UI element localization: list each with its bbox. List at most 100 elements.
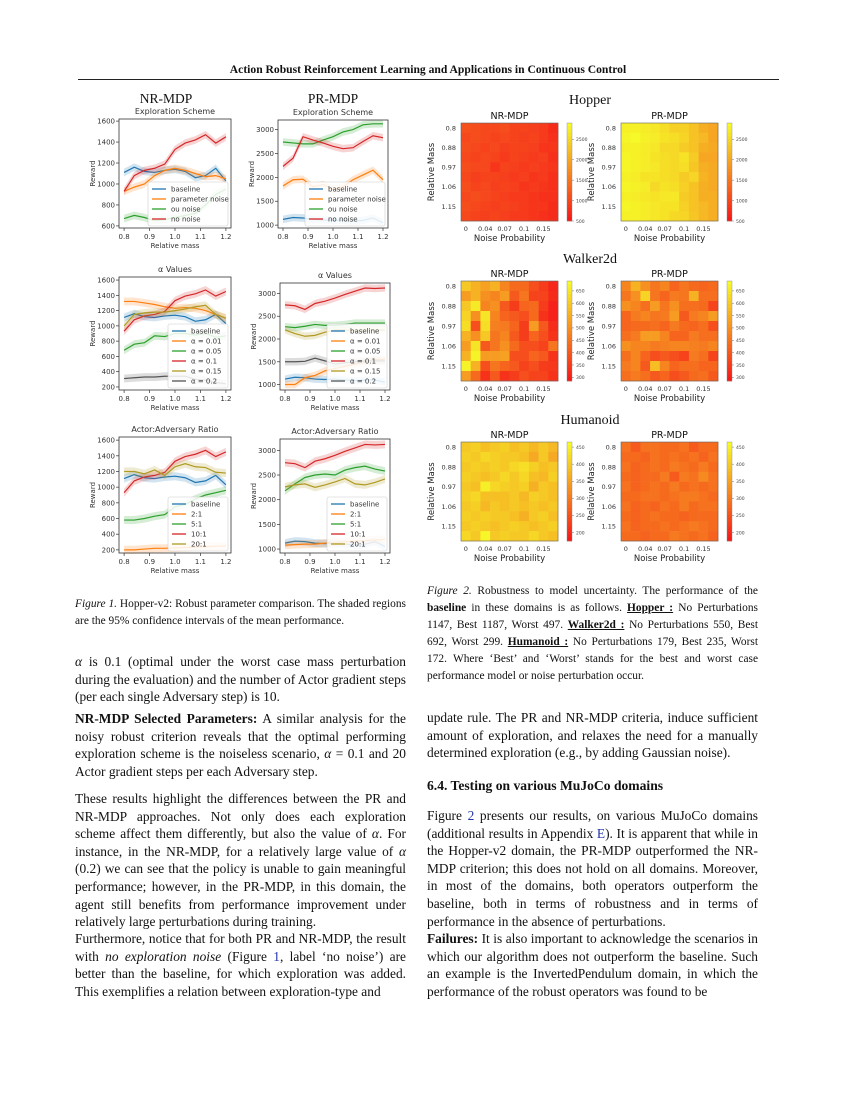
heatmap-cell xyxy=(708,361,719,372)
x-tick-label: 1.0 xyxy=(329,395,340,403)
line-chart: α Values 0.8 0.9 1.0 1.1 1.2 200 400 600 800 1000 1… xyxy=(89,265,231,412)
colorbar-segment xyxy=(727,442,732,446)
heatmap-cell xyxy=(490,531,501,542)
heatmap-cell xyxy=(650,511,661,522)
colorbar-segment xyxy=(567,201,572,205)
x-tick-label: 1.1 xyxy=(352,233,363,241)
x-tick-label: 1.0 xyxy=(169,395,180,403)
heatmap-cell xyxy=(509,311,520,322)
legend-label: ou noise xyxy=(328,206,358,214)
colorbar-segment xyxy=(567,142,572,147)
heatmap-cell xyxy=(490,501,501,512)
heatmap-cell xyxy=(490,341,501,352)
heatmap-cell xyxy=(528,471,539,482)
y-tick-label: 0.97 xyxy=(602,164,616,172)
heatmap-cell xyxy=(528,301,539,312)
heatmap-title: PR-MDP xyxy=(651,111,688,122)
colorbar-segment xyxy=(727,334,732,338)
colorbar-tick-label: 650 xyxy=(736,289,745,295)
heatmap-cell xyxy=(470,461,481,472)
x-tick-label: 0.15 xyxy=(696,385,710,393)
colorbar-segment xyxy=(727,361,732,365)
heatmap-frame xyxy=(460,122,559,222)
colorbar-segment xyxy=(567,149,572,153)
colorbar-segment xyxy=(567,291,572,295)
heatmap-cell xyxy=(630,291,641,302)
heatmap-cell xyxy=(650,123,661,134)
y-tick-label: 0.88 xyxy=(442,463,456,471)
y-tick-label: 1000 xyxy=(258,546,276,554)
series-line xyxy=(123,289,227,332)
x-tick-label: 0 xyxy=(464,225,468,233)
x-tick-label: 0.9 xyxy=(304,558,315,566)
text-run: It is also important to acknowledge the … xyxy=(427,931,758,999)
colorbar-segment xyxy=(567,284,572,288)
confidence-band xyxy=(124,459,226,480)
colorbar-segment xyxy=(727,217,732,222)
heatmap-cell xyxy=(688,172,699,183)
heatmap-cell xyxy=(538,491,549,502)
colorbar-segment xyxy=(567,152,572,156)
heatmap-cell xyxy=(650,371,661,382)
cross-reference-link[interactable]: 2 xyxy=(467,808,475,823)
heatmap-cell xyxy=(698,331,709,342)
heatmap-cell xyxy=(640,321,651,332)
y-tick-label: 800 xyxy=(102,201,115,209)
x-tick-label: 1.2 xyxy=(379,558,390,566)
heatmap-cell xyxy=(621,471,631,482)
heatmap-cell xyxy=(669,123,680,134)
legend-label: no noise xyxy=(171,216,201,224)
heatmap-cell xyxy=(461,442,471,453)
series-line xyxy=(284,465,386,492)
text-run: These results highlight the differences … xyxy=(75,791,406,842)
colorbar-tick-label: 1500 xyxy=(736,178,748,184)
colorbar-segment xyxy=(727,501,732,505)
colorbar-segment xyxy=(567,214,572,219)
y-tick-label: 2000 xyxy=(258,336,276,344)
colorbar-tick-label: 650 xyxy=(576,289,585,295)
y-tick-label: 0.88 xyxy=(442,144,456,152)
colorbar-segment xyxy=(727,324,732,328)
colorbar-frame xyxy=(726,280,733,382)
colorbar-segment xyxy=(567,155,572,160)
colorbar-segment xyxy=(567,158,572,163)
heatmap-cell xyxy=(640,442,651,453)
cross-reference-link[interactable]: E xyxy=(596,825,606,841)
colorbar-segment xyxy=(727,185,732,189)
heatmap-cell xyxy=(548,331,559,342)
heatmap-cell xyxy=(490,521,501,532)
heatmap-cell xyxy=(640,172,651,183)
heatmap-cell xyxy=(461,471,471,482)
colorbar-segment xyxy=(727,494,732,499)
heatmap-cell xyxy=(621,311,631,322)
heatmap-cell xyxy=(640,181,651,192)
heatmap-cell xyxy=(679,481,690,492)
colorbar-segment xyxy=(727,458,732,463)
colorbar-segment xyxy=(727,162,732,166)
legend-label: α = 0.05 xyxy=(191,348,222,356)
legend-label: 5:1 xyxy=(191,521,202,529)
cross-reference-link[interactable]: 1 xyxy=(273,948,280,964)
colorbar-segment xyxy=(567,504,572,509)
heatmap-cell xyxy=(480,162,491,173)
heatmap-cell xyxy=(461,321,471,332)
heatmap-cell xyxy=(461,451,471,463)
heatmap-cell xyxy=(528,321,539,332)
colorbar-segment xyxy=(727,488,732,492)
heatmap-cell xyxy=(640,511,651,522)
heatmap-chart: Humanoid NR-MDP 0 0.04 0.07 0.1 0.15 0.8 0.88 0.9… xyxy=(427,413,620,564)
heatmap-cell xyxy=(538,481,549,492)
colorbar-segment xyxy=(567,334,572,338)
series-line xyxy=(282,135,384,167)
heatmap-cell xyxy=(499,291,510,302)
heatmap-cell xyxy=(669,521,680,532)
y-tick-label: 1.06 xyxy=(602,183,616,191)
colorbar-segment xyxy=(727,481,732,486)
y-tick-label: 0.88 xyxy=(602,303,616,311)
colorbar-segment xyxy=(727,129,732,134)
heatmap-cell xyxy=(480,471,491,482)
x-tick-label: 0.8 xyxy=(277,233,288,241)
legend-box xyxy=(304,181,386,227)
heatmap-cell xyxy=(548,152,559,163)
colorbar-segment xyxy=(727,152,732,156)
